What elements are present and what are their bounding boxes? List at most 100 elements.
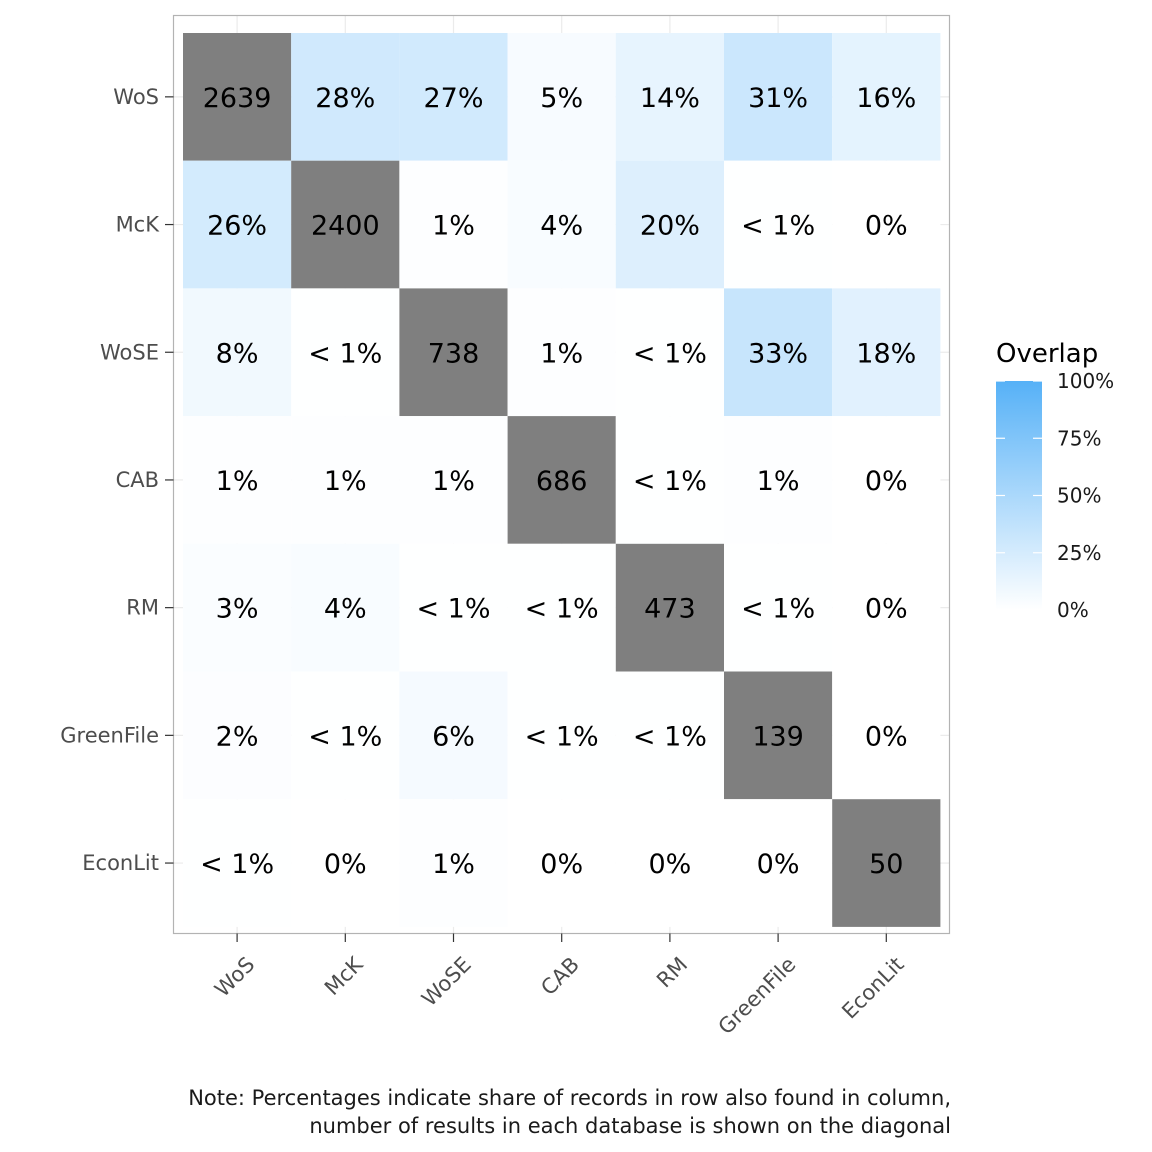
cell-CAB-GreenFile	[724, 416, 833, 544]
cell-label-McK-WoS: 26%	[207, 211, 267, 242]
cell-WoS-WoSE	[399, 33, 508, 161]
cell-label-McK-EconLit: 0%	[865, 211, 908, 242]
footnote: Note: Percentages indicate share of reco…	[0, 1084, 951, 1140]
cell-label-McK-CAB: 4%	[540, 211, 583, 242]
cell-CAB-RM	[615, 416, 724, 544]
cell-WoSE-RM	[615, 288, 724, 417]
legend: Overlap 100% 75% 50% 25% 0%	[996, 339, 1114, 622]
cell-label-WoS-McK: 28%	[315, 83, 375, 114]
cell-GreenFile-EconLit	[832, 671, 941, 800]
cell-label-WoS-CAB: 5%	[540, 83, 583, 114]
cell-label-RM-RM: 473	[644, 594, 696, 625]
cell-label-WoS-EconLit: 16%	[856, 83, 916, 114]
x-tick-label-GreenFile: GreenFile	[714, 952, 801, 1039]
cell-GreenFile-WoSE	[399, 671, 508, 800]
y-tick-label-CAB: CAB	[116, 468, 159, 492]
cell-label-WoSE-EconLit: 18%	[856, 338, 916, 369]
cell-label-RM-CAB: < 1%	[525, 594, 599, 625]
heatmap-cells	[183, 33, 941, 927]
cell-label-EconLit-EconLit: 50	[869, 849, 903, 880]
cell-label-McK-GreenFile: < 1%	[741, 211, 815, 242]
diagonal-cell-WoS-WoS	[183, 33, 292, 161]
cell-label-GreenFile-CAB: < 1%	[525, 721, 599, 752]
cell-EconLit-RM	[615, 799, 724, 927]
cell-WoSE-CAB	[507, 288, 616, 417]
cell-WoSE-GreenFile	[724, 288, 833, 417]
cell-label-GreenFile-GreenFile: 139	[752, 721, 804, 752]
cell-WoS-CAB	[507, 33, 616, 161]
footnote-line-1: Note: Percentages indicate share of reco…	[188, 1086, 951, 1110]
cell-label-McK-RM: 20%	[640, 211, 700, 242]
cell-GreenFile-WoS	[183, 671, 292, 800]
cell-EconLit-WoSE	[399, 799, 508, 927]
y-tick-label-WoS: WoS	[113, 85, 159, 109]
y-tick-label-GreenFile: GreenFile	[60, 723, 159, 747]
diagonal-cell-GreenFile-GreenFile	[724, 671, 833, 800]
y-tick-label-McK: McK	[116, 213, 161, 237]
diagonal-cell-CAB-CAB	[507, 416, 616, 544]
cell-label-GreenFile-McK: < 1%	[308, 721, 382, 752]
cell-label-CAB-CAB: 686	[536, 466, 588, 497]
cell-GreenFile-CAB	[507, 671, 616, 800]
y-axis: WoS McK WoSE CAB RM GreenFile EconLit	[60, 85, 174, 875]
cell-WoS-GreenFile	[724, 33, 833, 161]
cell-label-CAB-WoSE: 1%	[432, 466, 475, 497]
legend-title: Overlap	[996, 339, 1098, 369]
cell-EconLit-WoS	[183, 799, 292, 927]
cell-McK-RM	[615, 160, 724, 289]
cell-label-GreenFile-EconLit: 0%	[865, 721, 908, 752]
cell-McK-CAB	[507, 160, 616, 289]
cell-label-EconLit-CAB: 0%	[540, 849, 583, 880]
cell-McK-WoSE	[399, 160, 508, 289]
cell-CAB-EconLit	[832, 416, 941, 544]
cell-label-RM-EconLit: 0%	[865, 594, 908, 625]
cell-label-WoSE-CAB: 1%	[540, 338, 583, 369]
cell-label-EconLit-RM: 0%	[648, 849, 691, 880]
cell-CAB-WoS	[183, 416, 292, 544]
cell-label-GreenFile-WoS: 2%	[216, 721, 259, 752]
cell-label-WoSE-WoS: 8%	[216, 338, 259, 369]
x-tick-label-WoSE: WoSE	[417, 952, 476, 1011]
cell-RM-EconLit	[832, 543, 941, 672]
cell-label-EconLit-WoSE: 1%	[432, 849, 475, 880]
cell-GreenFile-RM	[615, 671, 724, 800]
x-axis: WoS McK WoSE CAB RM GreenFile EconLit	[210, 933, 909, 1039]
cell-RM-WoSE	[399, 543, 508, 672]
cell-WoS-EconLit	[832, 33, 941, 161]
legend-tick-label-100: 100%	[1057, 369, 1114, 393]
legend-tick-label-0: 0%	[1057, 598, 1089, 622]
cell-label-CAB-GreenFile: 1%	[757, 466, 800, 497]
cell-GreenFile-McK	[291, 671, 400, 800]
cell-label-WoSE-McK: < 1%	[308, 338, 382, 369]
cell-label-CAB-RM: < 1%	[633, 466, 707, 497]
cell-McK-GreenFile	[724, 160, 833, 289]
cell-WoS-McK	[291, 33, 400, 161]
cell-CAB-WoSE	[399, 416, 508, 544]
cell-EconLit-CAB	[507, 799, 616, 927]
cell-labels: 2639 28% 27% 5% 14% 31% 16% 26% 2400 1% 4% 20% < 1% 0…	[200, 83, 916, 880]
cell-label-WoSE-WoSE: 738	[428, 338, 480, 369]
x-tick-label-EconLit: EconLit	[837, 952, 908, 1023]
footnote-line-2: number of results in each database is sh…	[309, 1114, 951, 1138]
cell-label-WoS-GreenFile: 31%	[748, 83, 808, 114]
cell-McK-EconLit	[832, 160, 941, 289]
cell-label-CAB-McK: 1%	[324, 466, 367, 497]
cell-EconLit-GreenFile	[724, 799, 833, 927]
y-tick-label-EconLit: EconLit	[82, 851, 159, 875]
cell-label-GreenFile-RM: < 1%	[633, 721, 707, 752]
y-tick-label-RM: RM	[126, 596, 159, 620]
legend-tick-label-25: 25%	[1057, 541, 1101, 565]
cell-label-WoSE-GreenFile: 33%	[748, 338, 808, 369]
cell-label-RM-WoSE: < 1%	[416, 594, 490, 625]
cell-McK-WoS	[183, 160, 292, 289]
cell-RM-GreenFile	[724, 543, 833, 672]
x-tick-label-RM: RM	[652, 952, 692, 992]
legend-tick-label-75: 75%	[1057, 426, 1101, 450]
cell-WoS-RM	[615, 33, 724, 161]
diagonal-cell-RM-RM	[615, 543, 724, 672]
legend-tick-label-50: 50%	[1057, 484, 1101, 508]
cell-label-WoS-WoS: 2639	[203, 83, 272, 114]
cell-EconLit-McK	[291, 799, 400, 927]
cell-CAB-McK	[291, 416, 400, 544]
